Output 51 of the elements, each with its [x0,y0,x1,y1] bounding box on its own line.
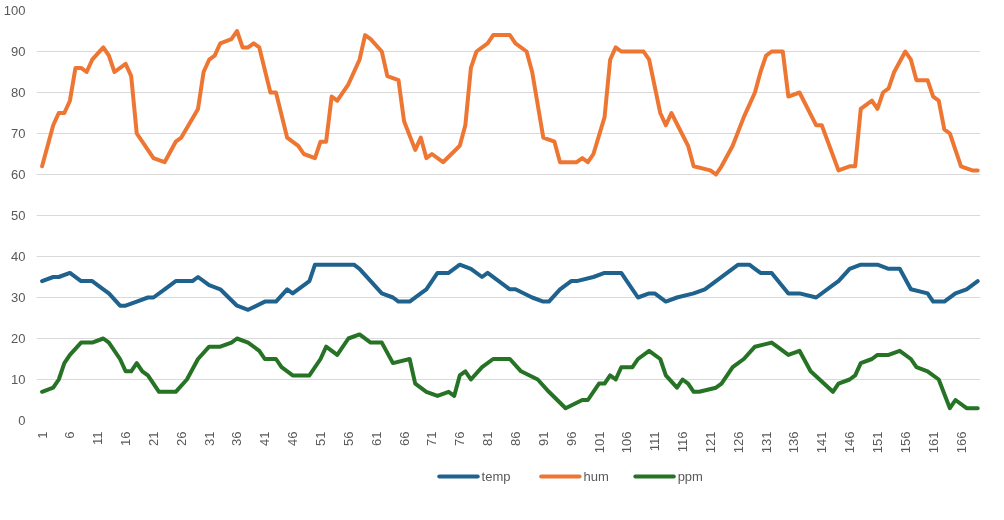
y-tick-label: 20 [11,331,26,346]
line-series [40,29,980,177]
y-tick-label: 100 [3,3,26,18]
x-tick-label: 41 [257,431,273,446]
x-tick-label: 161 [925,431,941,454]
line-series [40,262,980,312]
x-tick-label: 91 [535,431,551,446]
x-tick-label: 136 [786,431,802,454]
y-tick-label: 80 [11,85,26,100]
y-tick-label: 0 [18,413,26,428]
x-tick-label: 61 [368,431,384,446]
x-tick-label: 131 [758,431,774,454]
y-tick-label: 60 [11,167,26,182]
x-tick-label: 51 [313,431,329,446]
x-tick-label: 101 [591,431,607,454]
line-series [40,332,980,411]
x-tick-label: 126 [730,431,746,454]
x-tick-label: 1 [34,431,50,439]
legend-label: hum [583,469,609,484]
y-tick-label: 90 [11,44,26,59]
x-tick-label: 26 [173,431,189,446]
x-tick-label: 166 [953,431,969,454]
x-tick-label: 11 [90,431,106,445]
x-tick-label: 121 [702,431,718,454]
x-tick-label: 151 [869,431,885,454]
x-tick-label: 76 [452,431,468,446]
legend-label: temp [481,469,511,484]
y-tick-label: 40 [11,249,26,264]
y-tick-label: 70 [11,126,26,141]
x-tick-label: 116 [675,431,691,453]
x-tick-label: 96 [563,431,579,446]
x-tick-label: 16 [118,431,134,446]
x-tick-label: 86 [507,431,523,446]
x-tick-label: 146 [842,431,858,454]
x-tick-label: 111 [647,431,663,452]
x-tick-label: 6 [62,431,78,439]
x-tick-label: 56 [340,431,356,446]
legend-label: ppm [677,469,703,484]
x-tick-label: 106 [619,431,635,454]
x-tick-label: 31 [201,431,217,446]
x-tick-label: 21 [145,431,161,446]
y-tick-label: 50 [11,208,26,223]
x-tick-label: 81 [480,431,496,446]
x-tick-label: 156 [897,431,913,454]
x-tick-label: 36 [229,431,245,446]
x-tick-label: 46 [285,431,301,446]
x-tick-label: 66 [396,431,412,446]
y-tick-label: 10 [11,372,26,387]
x-tick-label: 141 [814,431,830,454]
x-tick-label: 71 [424,431,440,446]
y-tick-label: 30 [11,290,26,305]
